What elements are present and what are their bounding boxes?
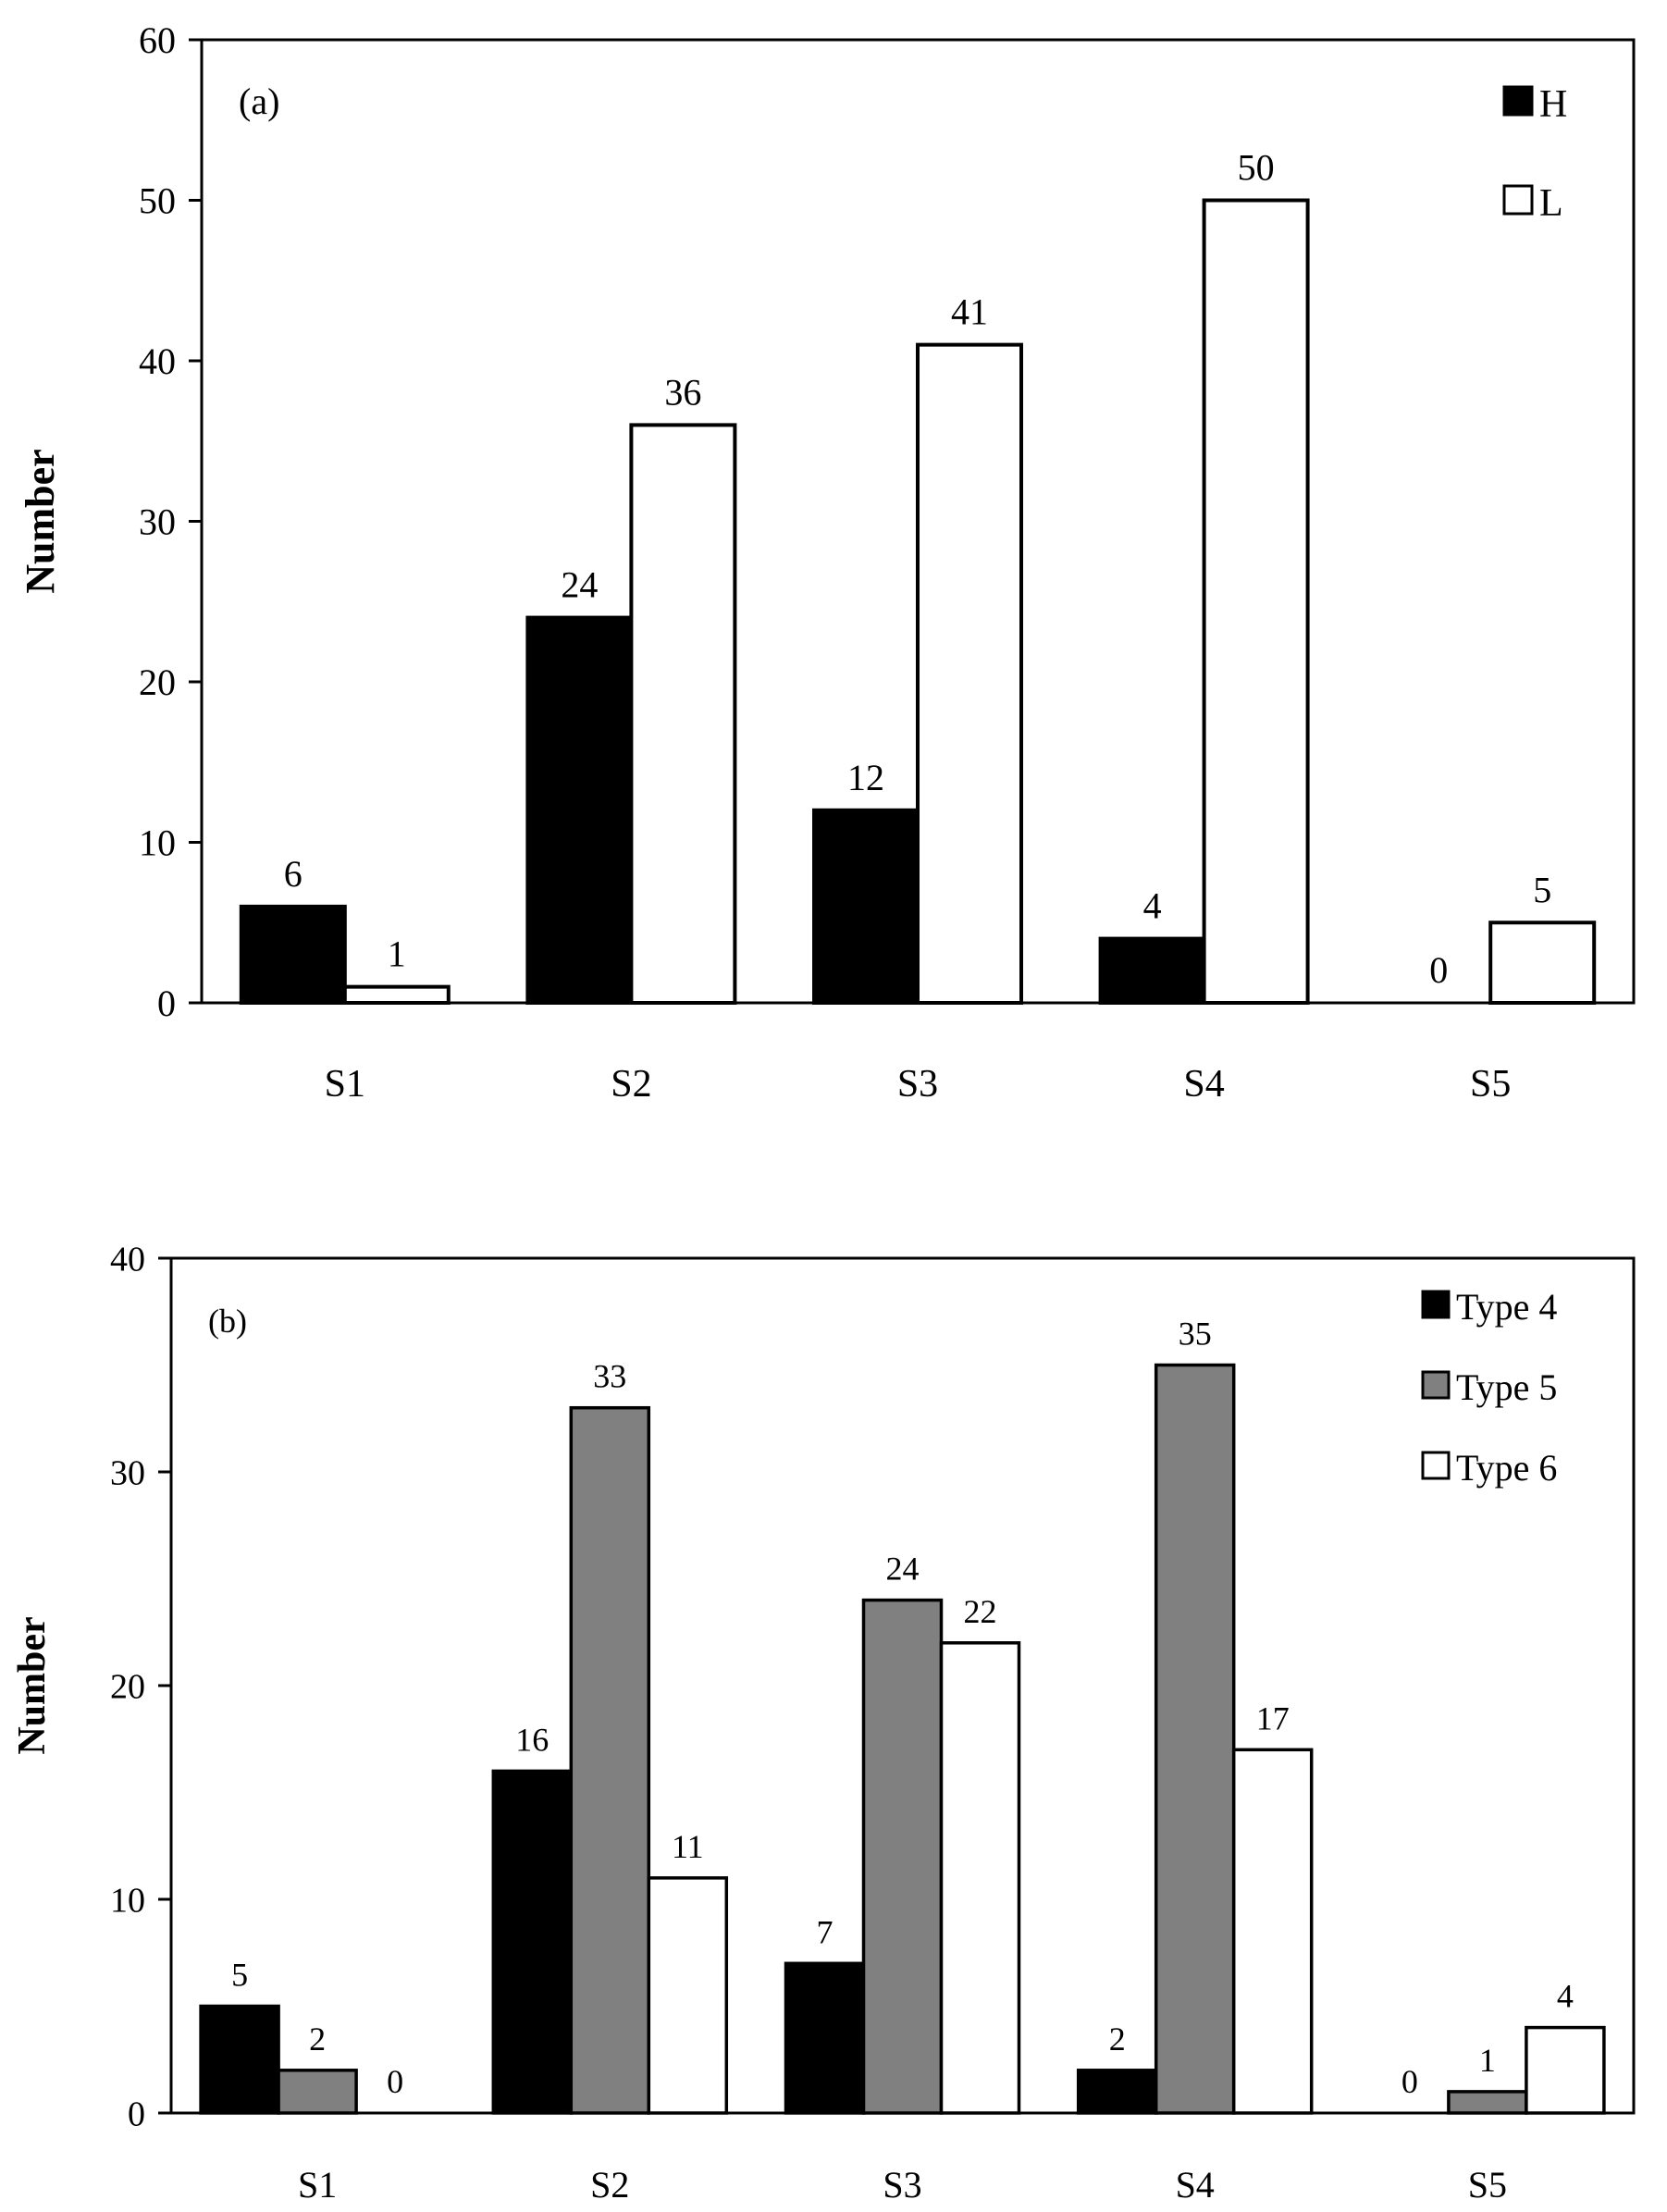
legend: Type 4 Type 5 Type 6 <box>1421 1286 1557 1489</box>
bar-value-label: 7 <box>817 1913 834 1950</box>
bar-l-s3 <box>916 342 1023 1005</box>
bar-type-6-s3 <box>939 1641 1021 2115</box>
chart-panel-b: 010203040Number(b)S1520S2163311S372422S4… <box>11 1240 1636 2206</box>
x-category-label: S5 <box>1470 1063 1511 1106</box>
x-category-label: S4 <box>1183 1063 1224 1106</box>
x-category-label: S4 <box>1176 2164 1215 2206</box>
y-tick-label: 20 <box>110 1667 145 1706</box>
panel-label: (b) <box>208 1303 247 1340</box>
legend-swatch <box>1421 1451 1451 1480</box>
bar-type-6-s2 <box>647 1876 729 2115</box>
y-axis-label: Number <box>11 1616 54 1754</box>
legend: HL <box>1502 83 1567 225</box>
bar-value-label: 0 <box>1429 949 1448 991</box>
bar-value-label: 36 <box>664 371 701 413</box>
bar-value-label: 2 <box>309 2020 326 2058</box>
bar-type-5-s3 <box>861 1598 944 2115</box>
bar-l-s2 <box>629 423 737 1005</box>
legend-label: Type 5 <box>1456 1366 1557 1408</box>
bar-h-s3 <box>812 808 920 1005</box>
y-tick-label: 30 <box>139 501 176 543</box>
x-category-label: S3 <box>897 1063 938 1106</box>
bar-value-label: 16 <box>515 1721 549 1758</box>
bar-l-s4 <box>1202 198 1310 1005</box>
y-tick-label: 0 <box>128 2095 145 2133</box>
y-tick-label: 0 <box>157 982 176 1024</box>
y-tick-label: 40 <box>139 340 176 382</box>
bar-value-label: 5 <box>1533 869 1551 910</box>
legend-label: Type 4 <box>1456 1286 1557 1328</box>
bar-type-4-s2 <box>491 1769 574 2115</box>
bar-value-label: 35 <box>1179 1316 1212 1353</box>
chart-panel-a: 0102030405060Number(a)S161S22436S31241S4… <box>18 19 1636 1106</box>
y-tick-label: 20 <box>139 661 176 703</box>
x-category-label: S3 <box>883 2164 921 2206</box>
bar-type-4-s1 <box>199 2004 280 2115</box>
bar-value-label: 12 <box>847 757 884 798</box>
bar-value-label: 50 <box>1238 147 1275 189</box>
legend-swatch <box>1502 85 1534 117</box>
bar-h-s4 <box>1098 936 1206 1005</box>
legend-swatch <box>1502 184 1534 216</box>
bar-value-label: 2 <box>1109 2020 1126 2058</box>
x-category-label: S1 <box>298 2164 337 2206</box>
bar-value-label: 0 <box>1402 2063 1418 2100</box>
bar-type-6-s5 <box>1525 2025 1606 2115</box>
bar-type-5-s1 <box>277 2069 358 2115</box>
bar-value-label: 17 <box>1256 1699 1290 1736</box>
bar-h-s1 <box>239 904 347 1006</box>
legend-label: Type 6 <box>1456 1447 1557 1489</box>
bar-value-label: 22 <box>964 1593 997 1630</box>
bar-value-label: 1 <box>388 933 406 975</box>
bar-value-label: 24 <box>886 1551 920 1588</box>
bar-value-label: 1 <box>1479 2042 1496 2079</box>
x-category-label: S2 <box>611 1063 651 1106</box>
y-tick-label: 10 <box>110 1881 145 1920</box>
bar-l-s1 <box>342 984 451 1006</box>
x-category-label: S5 <box>1468 2164 1507 2206</box>
bar-type-5-s4 <box>1154 1363 1236 2115</box>
bar-value-label: 4 <box>1143 885 1162 927</box>
bar-type-4-s4 <box>1076 2069 1158 2115</box>
bar-value-label: 41 <box>951 291 988 333</box>
bar-value-label: 33 <box>593 1358 626 1395</box>
bar-value-label: 4 <box>1557 1978 1574 2015</box>
bar-type-4-s3 <box>784 1961 866 2115</box>
x-category-label: S2 <box>590 2164 629 2206</box>
bar-value-label: 24 <box>561 564 598 606</box>
legend-label: H <box>1539 83 1567 126</box>
bar-type-5-s5 <box>1447 2090 1528 2115</box>
y-tick-label: 30 <box>110 1453 145 1492</box>
y-tick-label: 60 <box>139 19 176 61</box>
bar-value-label: 6 <box>284 853 303 895</box>
legend-label: L <box>1539 182 1563 225</box>
legend-swatch <box>1421 1290 1451 1319</box>
bar-type-5-s2 <box>569 1405 651 2115</box>
y-tick-label: 40 <box>110 1240 145 1279</box>
y-axis-label: Number <box>18 449 63 593</box>
bar-value-label: 0 <box>387 2063 403 2100</box>
bar-l-s5 <box>1488 921 1597 1005</box>
y-tick-label: 10 <box>139 822 176 864</box>
x-category-label: S1 <box>325 1063 365 1106</box>
legend-swatch <box>1421 1370 1451 1400</box>
bar-type-6-s4 <box>1231 1748 1314 2115</box>
bar-h-s2 <box>525 615 634 1005</box>
panel-label: (a) <box>239 80 279 122</box>
y-tick-label: 50 <box>139 180 176 222</box>
bar-value-label: 5 <box>231 1957 248 1994</box>
bar-value-label: 11 <box>672 1828 704 1865</box>
